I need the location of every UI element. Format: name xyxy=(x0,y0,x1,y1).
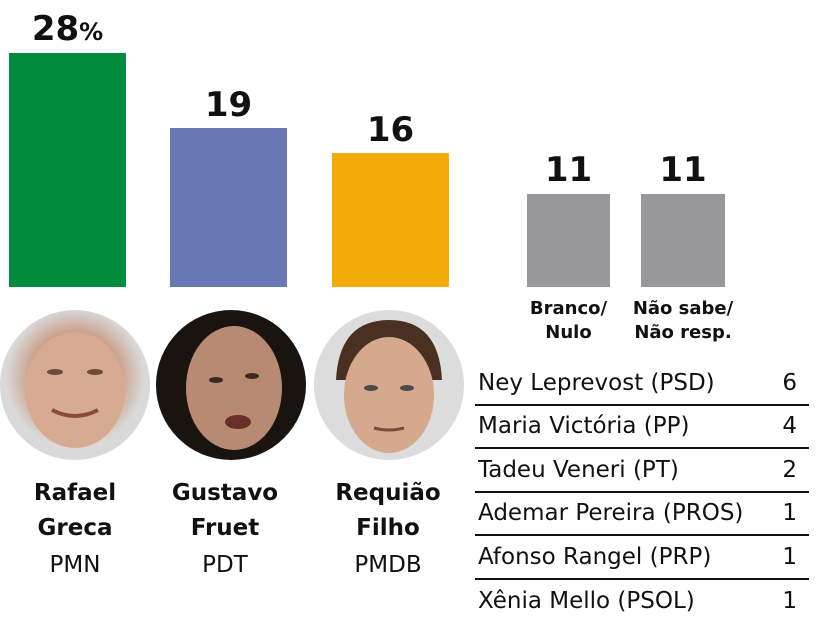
category-line: Não sabe/ xyxy=(632,298,734,319)
bar-branco-nulo xyxy=(527,194,610,287)
bar-requiao xyxy=(332,153,449,287)
last-name: Greca xyxy=(37,515,113,541)
table-row: Tadeu Veneri (PT) 2 xyxy=(475,449,809,493)
first-name: Requião xyxy=(335,480,441,506)
face-icon xyxy=(25,332,125,448)
value-label-greca: 28% xyxy=(9,12,126,46)
value-label-requiao: 16 xyxy=(366,110,415,150)
percent-sign: % xyxy=(79,18,104,46)
candidate-name-fruet: Gustavo Fruet xyxy=(150,476,300,546)
avatar-requiao xyxy=(314,310,464,460)
row-name: Xênia Mello (PSOL) xyxy=(478,588,695,615)
table-row: Afonso Rangel (PRP) 1 xyxy=(475,536,809,580)
row-name: Maria Victória (PP) xyxy=(478,413,690,440)
row-value: 1 xyxy=(782,500,797,527)
table-row: Maria Victória (PP) 4 xyxy=(475,406,809,449)
candidate-name-greca: Rafael Greca xyxy=(0,476,150,546)
first-name: Rafael xyxy=(33,480,117,506)
last-name: Fruet xyxy=(190,515,260,541)
table-row: Ademar Pereira (PROS) 1 xyxy=(475,493,809,536)
candidate-party-fruet: PDT xyxy=(202,552,248,578)
value-label-branco: 11 xyxy=(544,150,593,190)
candidate-party-requiao: PMDB xyxy=(354,552,422,578)
category-label-nao-sabe: Não sabe/ Não resp. xyxy=(624,297,742,345)
value-label-naosabe: 11 xyxy=(659,150,707,190)
category-line: Branco/ xyxy=(529,298,608,319)
others-table: Ney Leprevost (PSD) 6 Maria Victória (PP)… xyxy=(475,362,809,623)
row-value: 1 xyxy=(782,588,797,615)
category-line: Não resp. xyxy=(634,322,732,343)
bar-fruet xyxy=(170,128,287,287)
table-row: Xênia Mello (PSOL) 1 xyxy=(475,580,809,624)
row-name: Ney Leprevost (PSD) xyxy=(478,369,715,396)
last-name: Filho xyxy=(356,515,420,541)
row-name: Afonso Rangel (PRP) xyxy=(478,543,712,570)
row-value: 4 xyxy=(782,413,797,440)
row-value: 6 xyxy=(782,369,797,396)
row-name: Tadeu Veneri (PT) xyxy=(478,456,679,483)
value-number: 28 xyxy=(31,9,80,49)
row-name: Ademar Pereira (PROS) xyxy=(478,500,744,527)
bar-greca xyxy=(9,53,126,287)
value-label-fruet: 19 xyxy=(204,85,253,125)
bar-nao-sabe xyxy=(641,194,725,287)
category-line: Nulo xyxy=(545,322,592,343)
table-row: Ney Leprevost (PSD) 6 xyxy=(475,362,809,406)
face-icon xyxy=(186,326,282,450)
row-value: 2 xyxy=(782,456,797,483)
first-name: Gustavo xyxy=(171,480,279,506)
face-icon xyxy=(336,320,442,453)
candidate-name-requiao: Requião Filho xyxy=(313,476,463,546)
avatar-fruet xyxy=(156,310,306,460)
avatar-greca xyxy=(0,310,150,460)
candidate-party-greca: PMN xyxy=(49,552,101,578)
row-value: 1 xyxy=(782,543,797,570)
category-label-branco: Branco/ Nulo xyxy=(510,297,627,345)
